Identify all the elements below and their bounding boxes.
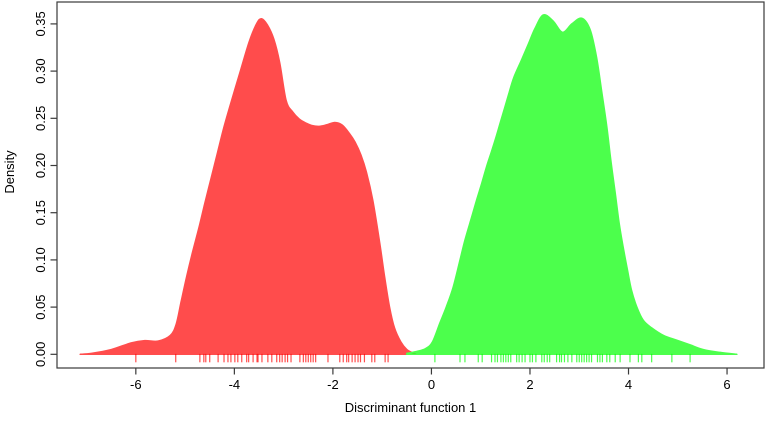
y-tick-label: 0.15 xyxy=(33,200,48,225)
x-tick-label: -6 xyxy=(130,377,142,392)
plot-box xyxy=(56,1,765,369)
x-tick-label: -4 xyxy=(229,377,241,392)
x-axis-title: Discriminant function 1 xyxy=(345,400,477,415)
x-tick-label: 4 xyxy=(625,377,632,392)
x-tick-label: 0 xyxy=(428,377,435,392)
y-tick-label: 0.10 xyxy=(33,247,48,272)
x-tick-label: 2 xyxy=(526,377,533,392)
y-tick-label: 0.35 xyxy=(33,11,48,36)
green-group-density-area xyxy=(406,13,738,356)
y-axis-title: Density xyxy=(2,150,17,194)
y-tick-label: 0.05 xyxy=(33,294,48,319)
y-tick-label: 0.00 xyxy=(33,342,48,367)
x-tick-label: 6 xyxy=(723,377,730,392)
x-tick-label: -2 xyxy=(327,377,339,392)
red-group-density-area xyxy=(79,17,418,356)
chart-layer: -6 -4 -2 0 2 4 6 0.00 0.05 0.10 0.15 0.20 0.25 0.30 0.… xyxy=(33,1,765,392)
y-tick-label: 0.20 xyxy=(33,153,48,178)
y-tick-label: 0.30 xyxy=(33,58,48,83)
y-tick-label: 0.25 xyxy=(33,106,48,131)
